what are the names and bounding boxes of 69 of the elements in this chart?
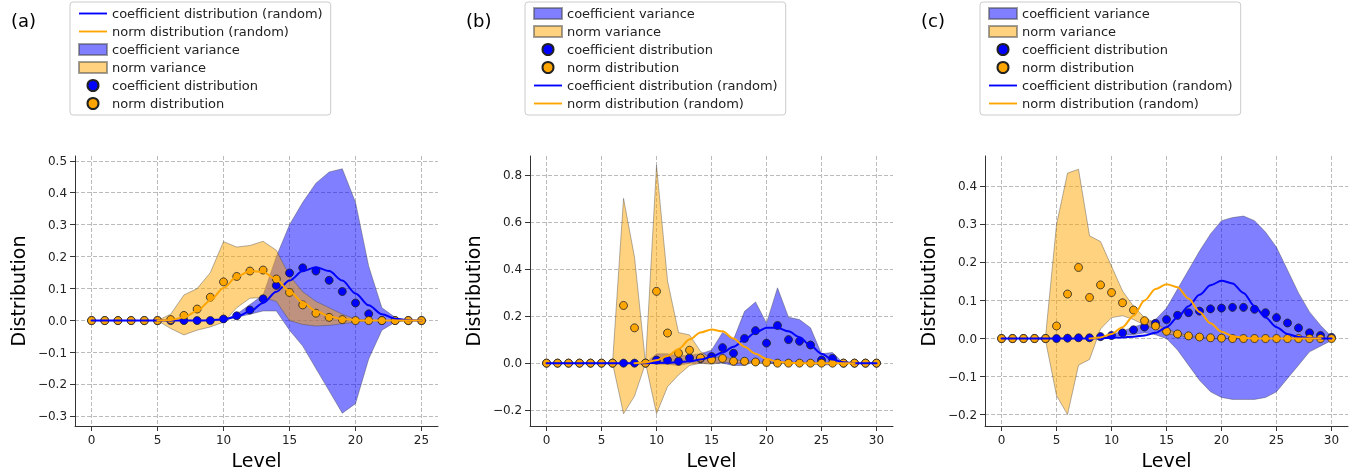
y-tick-label: 0.0 (47, 313, 68, 328)
y-tick-label: 0.2 (957, 255, 978, 270)
x-tick-label: 5 (1052, 433, 1061, 447)
y-axis-title: Distribution (6, 235, 29, 347)
x-axis-title: Level (686, 449, 737, 472)
y-tick-label: 0.3 (47, 217, 68, 232)
y-axis-title: Distribution (461, 235, 484, 347)
x-tick-label: 15 (703, 433, 720, 447)
legend-label: coefficient distribution (567, 42, 713, 57)
x-tick-label: 20 (1213, 433, 1230, 447)
legend-label: norm variance (112, 60, 207, 75)
chart-title: (b) (466, 9, 492, 31)
x-tick-label: 0 (87, 433, 96, 447)
legend-label: coefficient distribution (random) (1022, 78, 1233, 93)
x-tick-label: 5 (153, 433, 162, 447)
x-tick-label: 10 (215, 433, 232, 447)
x-tick-label: 10 (1103, 433, 1120, 447)
x-tick-label: 15 (1158, 433, 1175, 447)
x-tick-label: 25 (413, 433, 430, 447)
y-tick-label: 0.6 (502, 214, 523, 229)
x-tick-label: 25 (813, 433, 830, 447)
x-tick-label: 5 (597, 433, 606, 447)
y-tick-label: −0.2 (37, 377, 68, 392)
x-tick-label: 30 (1323, 433, 1340, 447)
legend-label: coefficient variance (567, 6, 695, 21)
y-tick-label: 0.3 (957, 217, 978, 232)
chart-title: (c) (921, 9, 945, 31)
y-tick-label: −0.1 (947, 369, 978, 384)
y-tick-label: 0.1 (47, 281, 68, 296)
x-tick-label: 10 (648, 433, 665, 447)
y-tick-label: 0.8 (502, 167, 523, 182)
y-tick-label: 0.0 (502, 356, 523, 371)
legend-label: norm variance (567, 24, 662, 39)
legend-label: norm distribution (567, 60, 680, 75)
y-tick-label: 0.2 (47, 249, 68, 264)
y-tick-label: −0.2 (947, 407, 978, 422)
y-tick-label: 0.4 (47, 185, 68, 200)
x-tick-label: 25 (1268, 433, 1285, 447)
y-tick-label: 0.4 (502, 261, 523, 276)
y-axis-title: Distribution (916, 235, 939, 347)
legend-label: coefficient distribution (random) (567, 78, 778, 93)
y-tick-label: 0.1 (957, 293, 978, 308)
legend-label: coefficient distribution (1022, 42, 1168, 57)
x-tick-label: 20 (758, 433, 775, 447)
legend-label: norm distribution (random) (112, 24, 289, 39)
legend-label: norm distribution (112, 96, 225, 111)
y-tick-label: 0.4 (957, 179, 978, 194)
x-tick-label: 20 (347, 433, 364, 447)
x-axis-title: Level (1141, 449, 1192, 472)
legend-label: norm distribution (random) (567, 96, 744, 111)
x-tick-label: 30 (868, 433, 885, 447)
legend-label: coefficient variance (1022, 6, 1150, 21)
x-tick-label: 0 (542, 433, 551, 447)
legend-label: coefficient distribution (112, 78, 258, 93)
y-tick-label: 0.0 (957, 331, 978, 346)
legend-label: norm distribution (1022, 60, 1135, 75)
chart-title: (a) (11, 9, 37, 31)
legend-label: norm distribution (random) (1022, 96, 1199, 111)
y-tick-label: 0.5 (47, 153, 68, 168)
legend-label: coefficient variance (112, 42, 240, 57)
x-axis-title: Level (231, 449, 282, 472)
y-tick-label: −0.1 (37, 345, 68, 360)
x-tick-label: 0 (997, 433, 1006, 447)
x-tick-label: 15 (281, 433, 298, 447)
legend-label: norm variance (1022, 24, 1117, 39)
y-tick-label: −0.3 (37, 409, 68, 424)
y-tick-label: −0.2 (492, 403, 523, 418)
y-tick-label: 0.2 (502, 309, 523, 324)
legend-label: coefficient distribution (random) (112, 6, 323, 21)
